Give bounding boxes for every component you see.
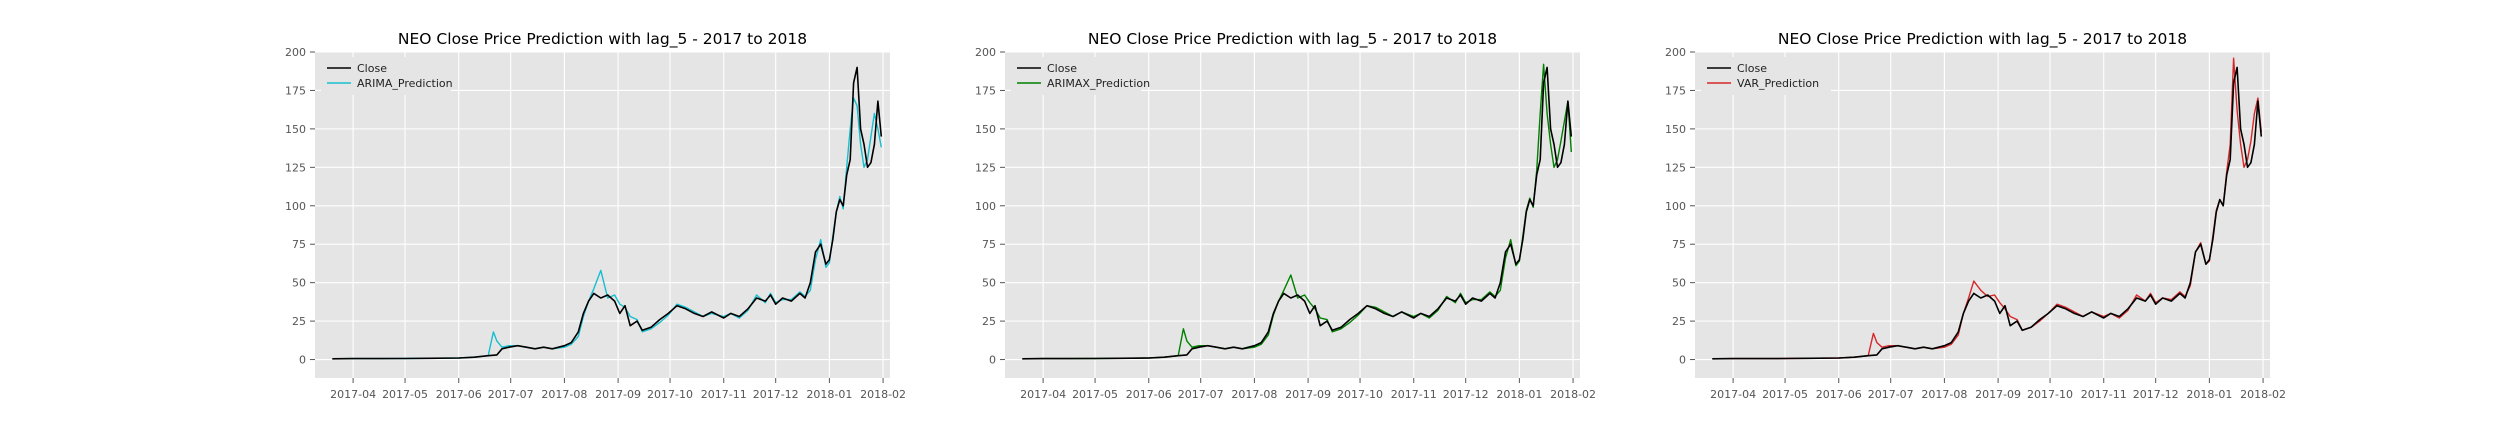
legend: Close VAR_Prediction xyxy=(1701,57,1831,95)
series-line-close xyxy=(1712,66,2263,360)
plot-area xyxy=(315,52,890,378)
x-tick-label: 2017-11 xyxy=(2081,388,2127,401)
x-tick-label: 2017-05 xyxy=(1072,388,1118,401)
legend-label: Close xyxy=(1047,62,1077,75)
y-tick-label: 100 xyxy=(975,200,996,213)
legend: Close ARIMAX_Prediction xyxy=(1011,57,1150,95)
x-tick-label: 2017-05 xyxy=(382,388,428,401)
y-tick-label: 0 xyxy=(1679,354,1686,367)
legend: Close ARIMA_Prediction xyxy=(321,57,453,95)
x-tick-label: 2017-09 xyxy=(595,388,641,401)
x-tick-label: 2017-08 xyxy=(1921,388,1967,401)
legend-label: Close xyxy=(357,62,387,75)
y-tick-label: 25 xyxy=(982,315,996,328)
y-tick-label: 175 xyxy=(1665,84,1686,97)
x-tick-label: 2017-08 xyxy=(1231,388,1277,401)
y-tick-label: 150 xyxy=(1665,123,1686,136)
x-tick-label: 2017-04 xyxy=(330,388,376,401)
y-tick-label: 200 xyxy=(285,46,306,59)
x-tick-label: 2017-07 xyxy=(1868,388,1914,401)
y-tick-label: 150 xyxy=(975,123,996,136)
x-tick-label: 2017-09 xyxy=(1975,388,2021,401)
x-tick-label: 2018-02 xyxy=(2240,388,2286,401)
legend-box xyxy=(321,57,451,95)
y-tick-label: 100 xyxy=(1665,200,1686,213)
chart-panel-2: 0 25 50 75 100 125 150 175 200 2017-04 2017-05 2017… xyxy=(975,30,1596,401)
x-tick-label: 2018-01 xyxy=(2186,388,2232,401)
chart-title: NEO Close Price Prediction with lag_5 - … xyxy=(1778,30,2187,49)
x-tick-label: 2018-01 xyxy=(806,388,852,401)
y-tick-label: 75 xyxy=(292,238,306,251)
y-tick-label: 50 xyxy=(982,277,996,290)
x-tick-label: 2017-06 xyxy=(436,388,482,401)
series-line-close xyxy=(1022,66,1573,360)
y-tick-label: 125 xyxy=(975,161,996,174)
x-tick-label: 2018-01 xyxy=(1496,388,1542,401)
y-tick-label: 25 xyxy=(1672,315,1686,328)
y-tick-label: 125 xyxy=(285,161,306,174)
x-tick-label: 2017-07 xyxy=(488,388,534,401)
x-tick-label: 2017-12 xyxy=(753,388,799,401)
y-tick-label: 25 xyxy=(292,315,306,328)
y-tick-label: 200 xyxy=(1665,46,1686,59)
x-tick-label: 2017-05 xyxy=(1762,388,1808,401)
legend-box xyxy=(1701,57,1831,95)
x-tick-label: 2017-10 xyxy=(2027,388,2073,401)
x-tick-label: 2017-10 xyxy=(647,388,693,401)
legend-box xyxy=(1011,57,1141,95)
x-tick-label: 2017-04 xyxy=(1710,388,1756,401)
x-tick-label: 2017-06 xyxy=(1126,388,1172,401)
y-tick-label: 50 xyxy=(292,277,306,290)
x-tick-label: 2017-09 xyxy=(1285,388,1331,401)
x-tick-label: 2017-12 xyxy=(1443,388,1489,401)
legend-label: ARIMA_Prediction xyxy=(357,77,453,90)
y-tick-label: 150 xyxy=(285,123,306,136)
chart-title: NEO Close Price Prediction with lag_5 - … xyxy=(1088,30,1497,49)
legend-label: VAR_Prediction xyxy=(1737,77,1819,90)
y-tick-label: 100 xyxy=(285,200,306,213)
x-tick-label: 2017-11 xyxy=(701,388,747,401)
x-tick-label: 2018-02 xyxy=(1550,388,1596,401)
y-tick-label: 175 xyxy=(285,84,306,97)
series-line-close xyxy=(332,66,883,360)
x-tick-label: 2017-11 xyxy=(1391,388,1437,401)
y-tick-label: 0 xyxy=(299,354,306,367)
y-tick-label: 75 xyxy=(982,238,996,251)
x-tick-label: 2017-07 xyxy=(1178,388,1224,401)
plot-area xyxy=(1695,52,2270,378)
y-tick-label: 75 xyxy=(1672,238,1686,251)
x-tick-label: 2017-08 xyxy=(541,388,587,401)
plot-area xyxy=(1005,52,1580,378)
y-tick-label: 200 xyxy=(975,46,996,59)
x-tick-label: 2017-12 xyxy=(2133,388,2179,401)
y-tick-label: 125 xyxy=(1665,161,1686,174)
x-tick-label: 2017-06 xyxy=(1816,388,1862,401)
y-tick-label: 175 xyxy=(975,84,996,97)
chart-panel-3: 0 25 50 75 100 125 150 175 200 2017-04 2017-05 2017… xyxy=(1665,30,2286,401)
y-tick-label: 0 xyxy=(989,354,996,367)
legend-label: Close xyxy=(1737,62,1767,75)
legend-label: ARIMAX_Prediction xyxy=(1047,77,1150,90)
chart-panel-1: 0 25 50 75 100 125 150 175 200 2017-04 2017-05 2017… xyxy=(285,30,906,401)
x-tick-label: 2017-04 xyxy=(1020,388,1066,401)
y-tick-label: 50 xyxy=(1672,277,1686,290)
chart-title: NEO Close Price Prediction with lag_5 - … xyxy=(398,30,807,49)
x-tick-label: 2017-10 xyxy=(1337,388,1383,401)
x-tick-label: 2018-02 xyxy=(860,388,906,401)
